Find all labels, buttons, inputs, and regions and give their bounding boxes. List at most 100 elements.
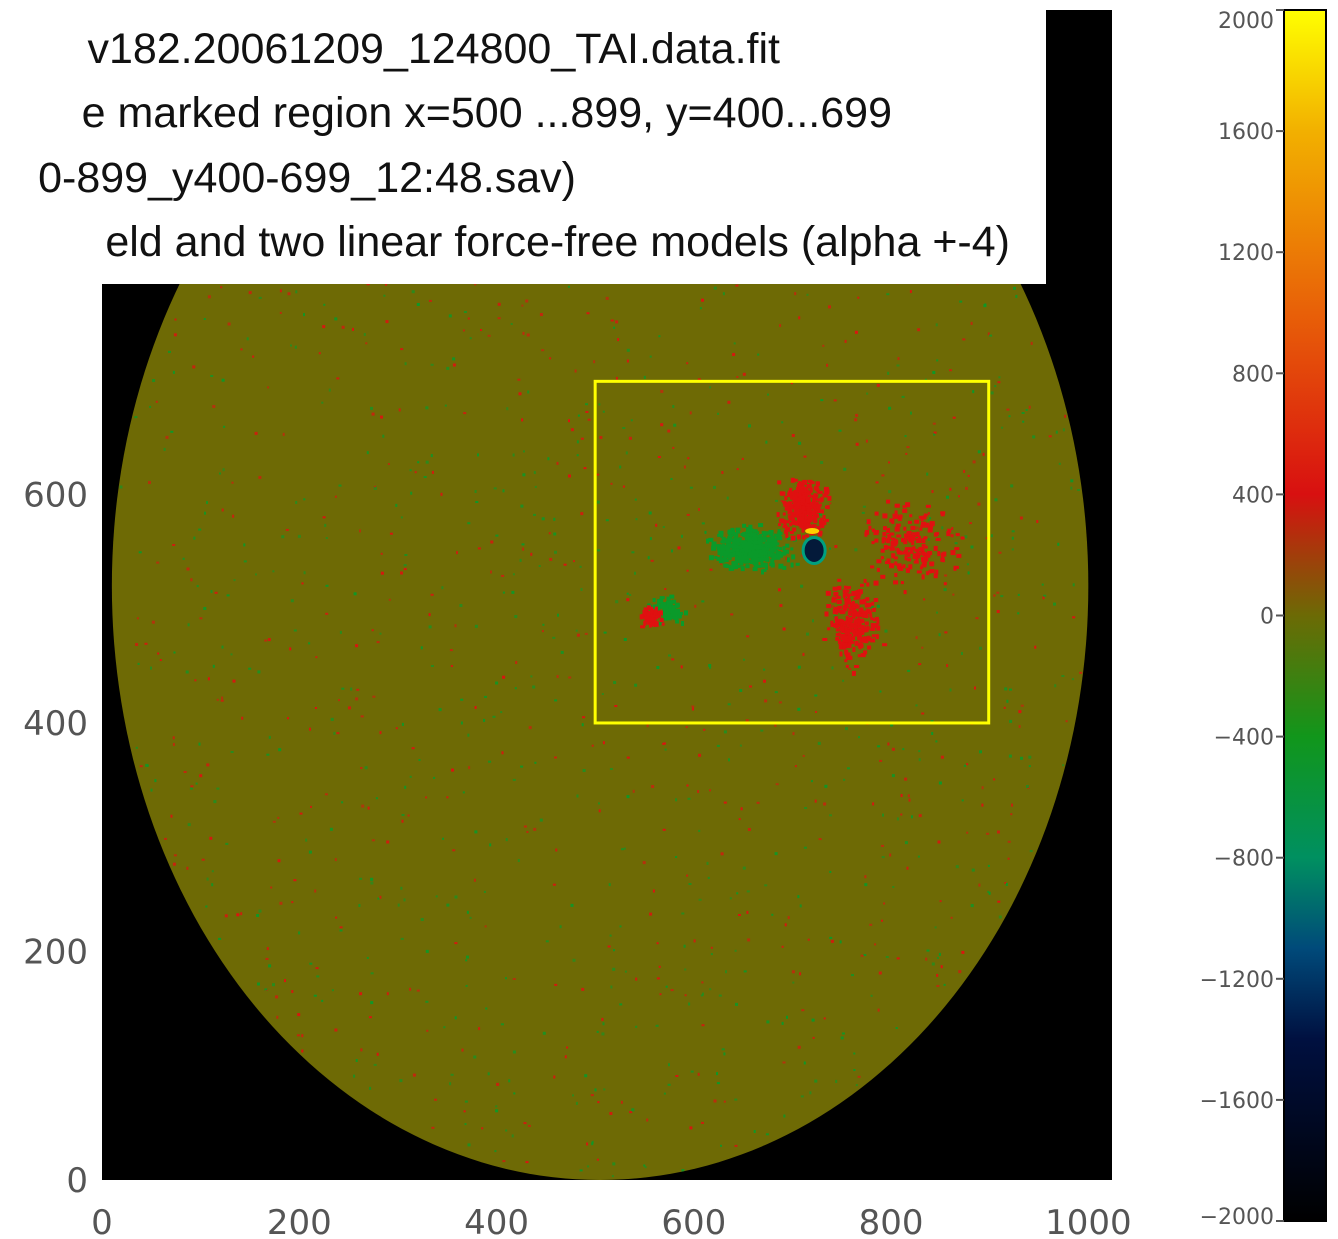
- active-region-pixel: [720, 553, 723, 556]
- speckle: [388, 598, 391, 601]
- speckle: [433, 776, 436, 779]
- active-region-pixel: [795, 514, 800, 518]
- speckle: [411, 747, 415, 750]
- speckle: [478, 1027, 481, 1031]
- speckle: [248, 667, 252, 670]
- active-region-pixel: [742, 523, 747, 528]
- speckle: [966, 763, 969, 766]
- active-region-pixel: [735, 541, 740, 546]
- speckle: [219, 472, 221, 475]
- speckle: [553, 517, 556, 521]
- active-region-pixel: [896, 549, 900, 555]
- speckle: [907, 669, 911, 672]
- speckle: [423, 476, 427, 478]
- speckle: [585, 411, 589, 413]
- speckle: [961, 799, 964, 802]
- speckle: [533, 827, 537, 831]
- speckle: [783, 1114, 786, 1118]
- speckle: [305, 838, 308, 842]
- speckle: [605, 296, 609, 300]
- active-region-pixel: [772, 542, 778, 547]
- speckle: [812, 619, 814, 623]
- speckle: [523, 825, 527, 828]
- speckle: [672, 405, 675, 408]
- speckle: [870, 994, 873, 997]
- speckle: [753, 1130, 756, 1133]
- active-region-pixel: [908, 564, 913, 570]
- active-region-pixel: [745, 533, 750, 539]
- speckle: [1021, 412, 1025, 414]
- active-region-pixel: [646, 615, 650, 621]
- active-region-pixel: [796, 534, 801, 540]
- speckle: [701, 298, 704, 302]
- speckle: [268, 735, 271, 739]
- active-region-pixel: [843, 604, 847, 610]
- speckle: [520, 504, 524, 508]
- speckle: [707, 876, 710, 879]
- active-region-pixel: [788, 501, 792, 506]
- active-region-pixel: [675, 605, 679, 609]
- speckle: [460, 721, 463, 725]
- speckle: [747, 938, 751, 942]
- speckle: [652, 889, 655, 893]
- speckle: [820, 461, 824, 464]
- speckle: [598, 809, 601, 813]
- active-region-pixel: [743, 555, 749, 560]
- active-region-pixel: [719, 555, 723, 560]
- speckle: [277, 859, 281, 863]
- speckle: [211, 883, 214, 887]
- speckle: [358, 904, 361, 907]
- speckle: [842, 679, 845, 682]
- speckle: [324, 523, 327, 527]
- speckle: [860, 954, 864, 957]
- active-region-pixel: [731, 561, 737, 567]
- active-region-pixel: [675, 602, 680, 606]
- speckle: [375, 797, 378, 800]
- speckle: [615, 320, 619, 324]
- active-region-pixel: [801, 513, 805, 518]
- speckle: [380, 571, 384, 575]
- speckle: [799, 972, 802, 976]
- active-region-pixel: [916, 538, 922, 543]
- speckle: [853, 1069, 856, 1071]
- speckle: [258, 909, 262, 913]
- speckle: [951, 527, 954, 530]
- speckle: [379, 632, 382, 635]
- active-region-pixel: [751, 537, 756, 541]
- speckle: [265, 957, 269, 960]
- speckle: [209, 836, 213, 840]
- speckle: [997, 381, 1001, 384]
- speckle: [386, 840, 390, 844]
- speckle: [698, 753, 702, 757]
- speckle: [675, 798, 678, 802]
- speckle: [851, 974, 854, 977]
- active-region-pixel: [861, 628, 865, 634]
- speckle: [473, 1055, 477, 1059]
- active-region-pixel: [900, 581, 904, 585]
- speckle: [119, 485, 123, 489]
- speckle: [840, 1036, 844, 1040]
- speckle: [888, 406, 892, 410]
- speckle: [1036, 520, 1039, 523]
- speckle: [977, 502, 981, 506]
- active-region-pixel: [820, 517, 824, 521]
- speckle: [927, 519, 930, 522]
- speckle: [513, 1092, 516, 1095]
- speckle: [409, 987, 412, 991]
- speckle: [981, 803, 984, 807]
- active-region-pixel: [836, 600, 842, 604]
- speckle: [1064, 414, 1067, 418]
- active-region-pixel: [840, 609, 843, 613]
- active-region-pixel: [844, 649, 849, 655]
- speckle: [847, 767, 850, 770]
- speckle: [757, 353, 760, 356]
- selected-region-box[interactable]: [593, 379, 991, 725]
- speckle: [203, 318, 206, 320]
- active-region-pixel: [894, 526, 900, 532]
- speckle: [747, 828, 751, 831]
- speckle: [386, 992, 389, 996]
- speckle: [1072, 616, 1076, 619]
- active-region-pixel: [823, 486, 829, 492]
- active-region-pixel: [919, 566, 923, 570]
- speckle: [802, 754, 805, 757]
